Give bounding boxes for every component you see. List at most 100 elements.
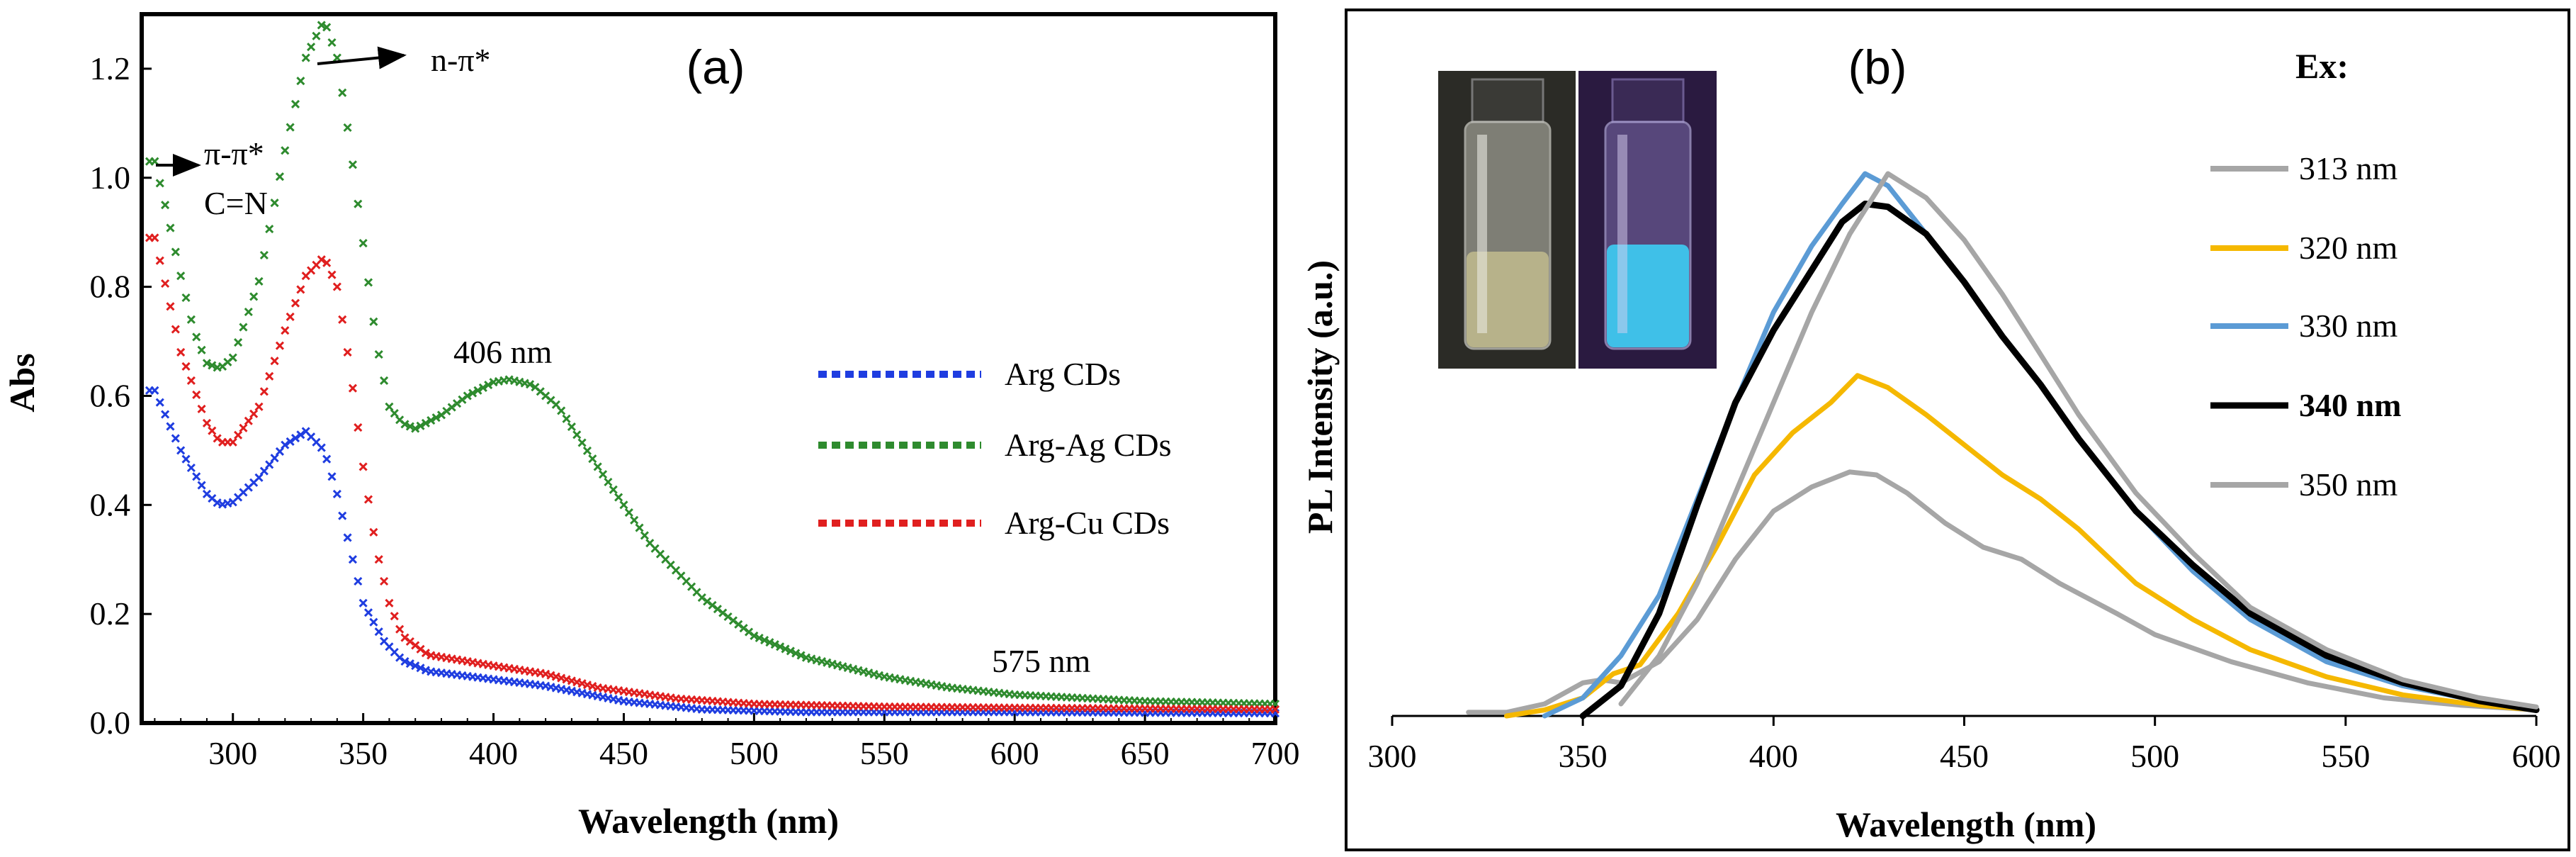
vial-cap-left <box>1471 78 1544 123</box>
data-point <box>1270 705 1280 714</box>
data-point <box>192 390 201 399</box>
data-point <box>290 99 300 108</box>
data-point <box>332 53 341 62</box>
panel-a-x-axis: 300 350 400 450 500 550 600 650 700 <box>154 713 1300 771</box>
data-point <box>166 422 175 431</box>
data-point <box>322 258 332 267</box>
a-xtick-label: 500 <box>730 735 779 771</box>
series-ex-320-nm <box>1504 373 2539 719</box>
b-xtick-label: 500 <box>2130 738 2179 774</box>
data-point <box>619 500 628 510</box>
data-point <box>358 598 368 607</box>
a-ytick-label: 0.2 <box>90 595 131 632</box>
data-point <box>228 353 237 362</box>
data-point <box>781 644 790 654</box>
data-point <box>290 298 300 308</box>
data-point <box>327 472 337 481</box>
data-point <box>484 381 493 390</box>
pi-pi-annotation: π-π* <box>204 135 264 172</box>
data-point <box>244 307 253 317</box>
data-point <box>270 198 279 208</box>
data-point <box>317 443 326 452</box>
data-point <box>431 413 441 422</box>
data-point <box>577 438 587 447</box>
data-point <box>343 533 352 542</box>
a-ytick-label: 0.4 <box>90 486 131 522</box>
data-point <box>186 463 196 473</box>
data-point <box>796 651 806 660</box>
data-point <box>286 312 295 321</box>
data-point <box>181 454 191 464</box>
n-pi-arrow <box>317 46 407 69</box>
legend-title: Ex: <box>2295 46 2349 86</box>
data-point <box>290 434 300 443</box>
b-xtick-label: 550 <box>2321 738 2370 774</box>
data-point <box>239 323 248 332</box>
data-point <box>630 515 639 525</box>
data-point <box>155 179 164 188</box>
peak-406-annotation: 406 nm <box>453 334 553 370</box>
panel-a-label: (a) <box>686 40 745 94</box>
a-xtick-label: 450 <box>599 735 648 771</box>
data-point <box>281 440 290 449</box>
data-point <box>281 146 290 155</box>
data-point <box>338 315 347 324</box>
panel-a-y-axis-label: Abs <box>2 353 42 412</box>
data-point <box>525 380 535 389</box>
data-point <box>354 199 363 208</box>
n-pi-annotation: n-π* <box>431 42 491 78</box>
data-point <box>582 446 592 455</box>
data-point <box>374 555 383 564</box>
a-xtick-label: 400 <box>469 735 518 771</box>
b-xtick-label: 300 <box>1368 738 1417 774</box>
data-point <box>765 638 774 647</box>
data-point <box>161 201 170 210</box>
a-xtick-label: 650 <box>1121 735 1170 771</box>
legend-label-arg-cu: Arg-Cu CDs <box>1005 505 1170 541</box>
panel-a: 0.0 0.2 0.4 0.6 0.8 1.0 1.2 300 350 400 450 500 550… <box>2 12 1300 841</box>
data-point <box>270 357 279 366</box>
data-point <box>770 640 779 649</box>
data-point <box>354 423 363 432</box>
data-point <box>171 325 180 334</box>
data-point <box>374 349 383 359</box>
panel-b-series <box>1466 171 2540 719</box>
data-point <box>348 383 357 393</box>
data-point <box>411 661 420 671</box>
data-point <box>791 649 801 658</box>
data-point <box>380 576 389 586</box>
data-point <box>317 21 326 30</box>
cn-annotation: C=N <box>204 185 268 221</box>
data-point <box>161 410 170 419</box>
data-point <box>202 418 212 427</box>
data-point <box>197 345 206 354</box>
data-point <box>249 292 259 301</box>
data-point <box>358 462 368 471</box>
series-arg-cu-cds <box>145 233 1280 714</box>
data-point <box>327 38 337 47</box>
data-point <box>176 347 186 357</box>
data-point <box>150 386 159 395</box>
data-point <box>150 233 159 242</box>
data-point <box>208 361 217 370</box>
a-xtick-label: 300 <box>208 735 257 771</box>
data-point <box>181 293 191 303</box>
data-point <box>181 362 191 371</box>
data-point <box>463 391 472 401</box>
data-point <box>176 271 186 281</box>
data-point <box>155 256 164 265</box>
legend-label-313: 313 nm <box>2299 150 2398 186</box>
data-point <box>390 612 399 621</box>
data-point <box>265 371 274 381</box>
data-point <box>275 341 285 350</box>
data-point <box>400 420 409 429</box>
a-ytick-label: 0.0 <box>90 705 131 741</box>
b-xtick-label: 450 <box>1940 738 1989 774</box>
data-point <box>312 31 321 40</box>
data-point <box>395 624 405 634</box>
data-point <box>265 225 274 234</box>
panel-b-legend: 313 nm 320 nm 330 nm 340 nm 350 nm <box>2210 150 2401 503</box>
data-point <box>640 531 649 540</box>
data-point <box>358 239 368 248</box>
